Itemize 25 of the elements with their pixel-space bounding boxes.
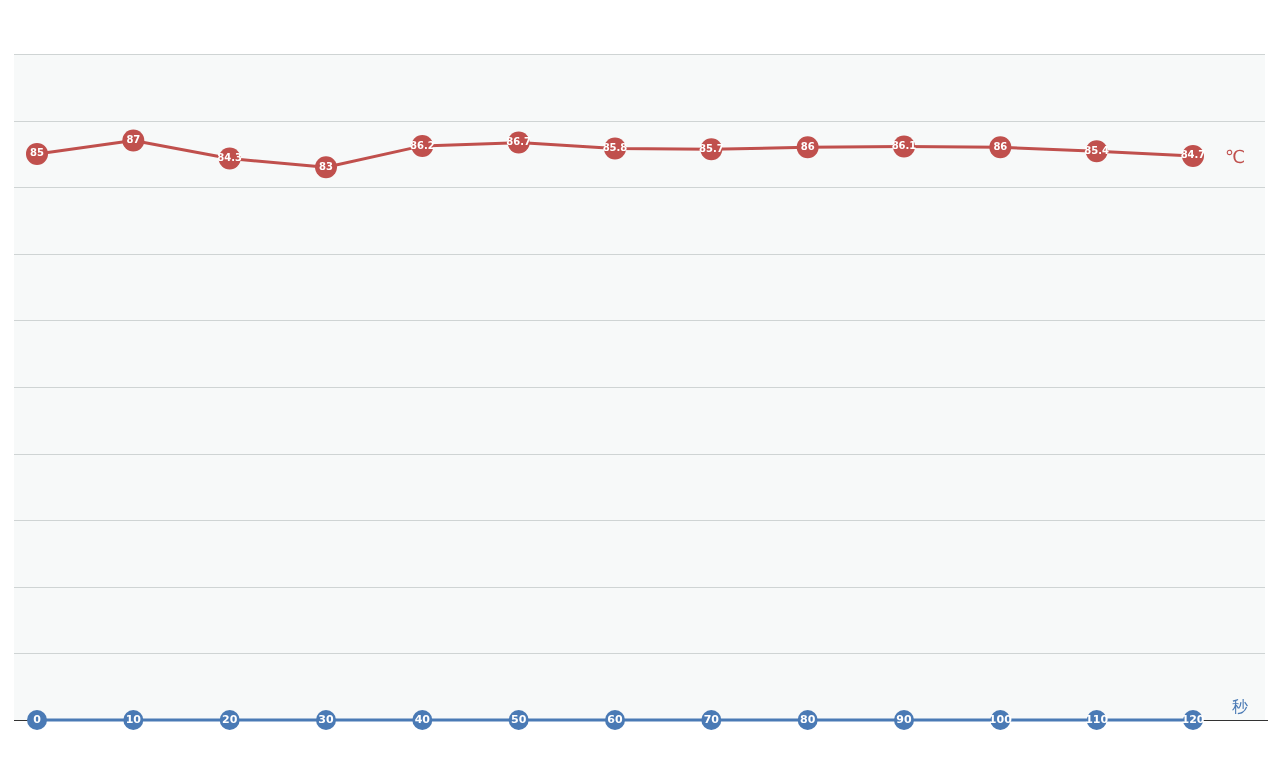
data-label: 86 — [993, 140, 1008, 152]
x-axis-title: 秒 — [1232, 697, 1248, 717]
x-tick-label: 60 — [607, 712, 623, 726]
x-tick-label: 100 — [988, 712, 1013, 726]
data-label: 86.7 — [506, 136, 532, 148]
data-label: 84.3 — [217, 152, 243, 164]
x-tick-label: 0 — [33, 712, 42, 726]
data-label: 86.1 — [891, 140, 917, 152]
x-tick-label: 110 — [1085, 712, 1109, 726]
x-tick-label: 30 — [318, 712, 334, 726]
x-tick-label: 20 — [222, 712, 238, 726]
x-tick-label: 90 — [896, 712, 912, 726]
x-tick-label: 10 — [125, 712, 142, 726]
data-label: 87 — [126, 134, 141, 146]
series-label: ℃ — [1225, 145, 1246, 167]
data-label: 85.7 — [698, 142, 724, 154]
data-label: 86 — [800, 140, 815, 152]
x-tick-label: 70 — [703, 712, 720, 726]
data-label: 83 — [319, 160, 333, 172]
x-tick-label: 50 — [511, 712, 527, 726]
x-tick-label: 40 — [414, 712, 431, 726]
data-label: 85.8 — [602, 142, 628, 154]
x-tick-label: 80 — [800, 712, 816, 726]
data-label: 85 — [30, 147, 44, 159]
data-label: 85.4 — [1084, 144, 1110, 156]
